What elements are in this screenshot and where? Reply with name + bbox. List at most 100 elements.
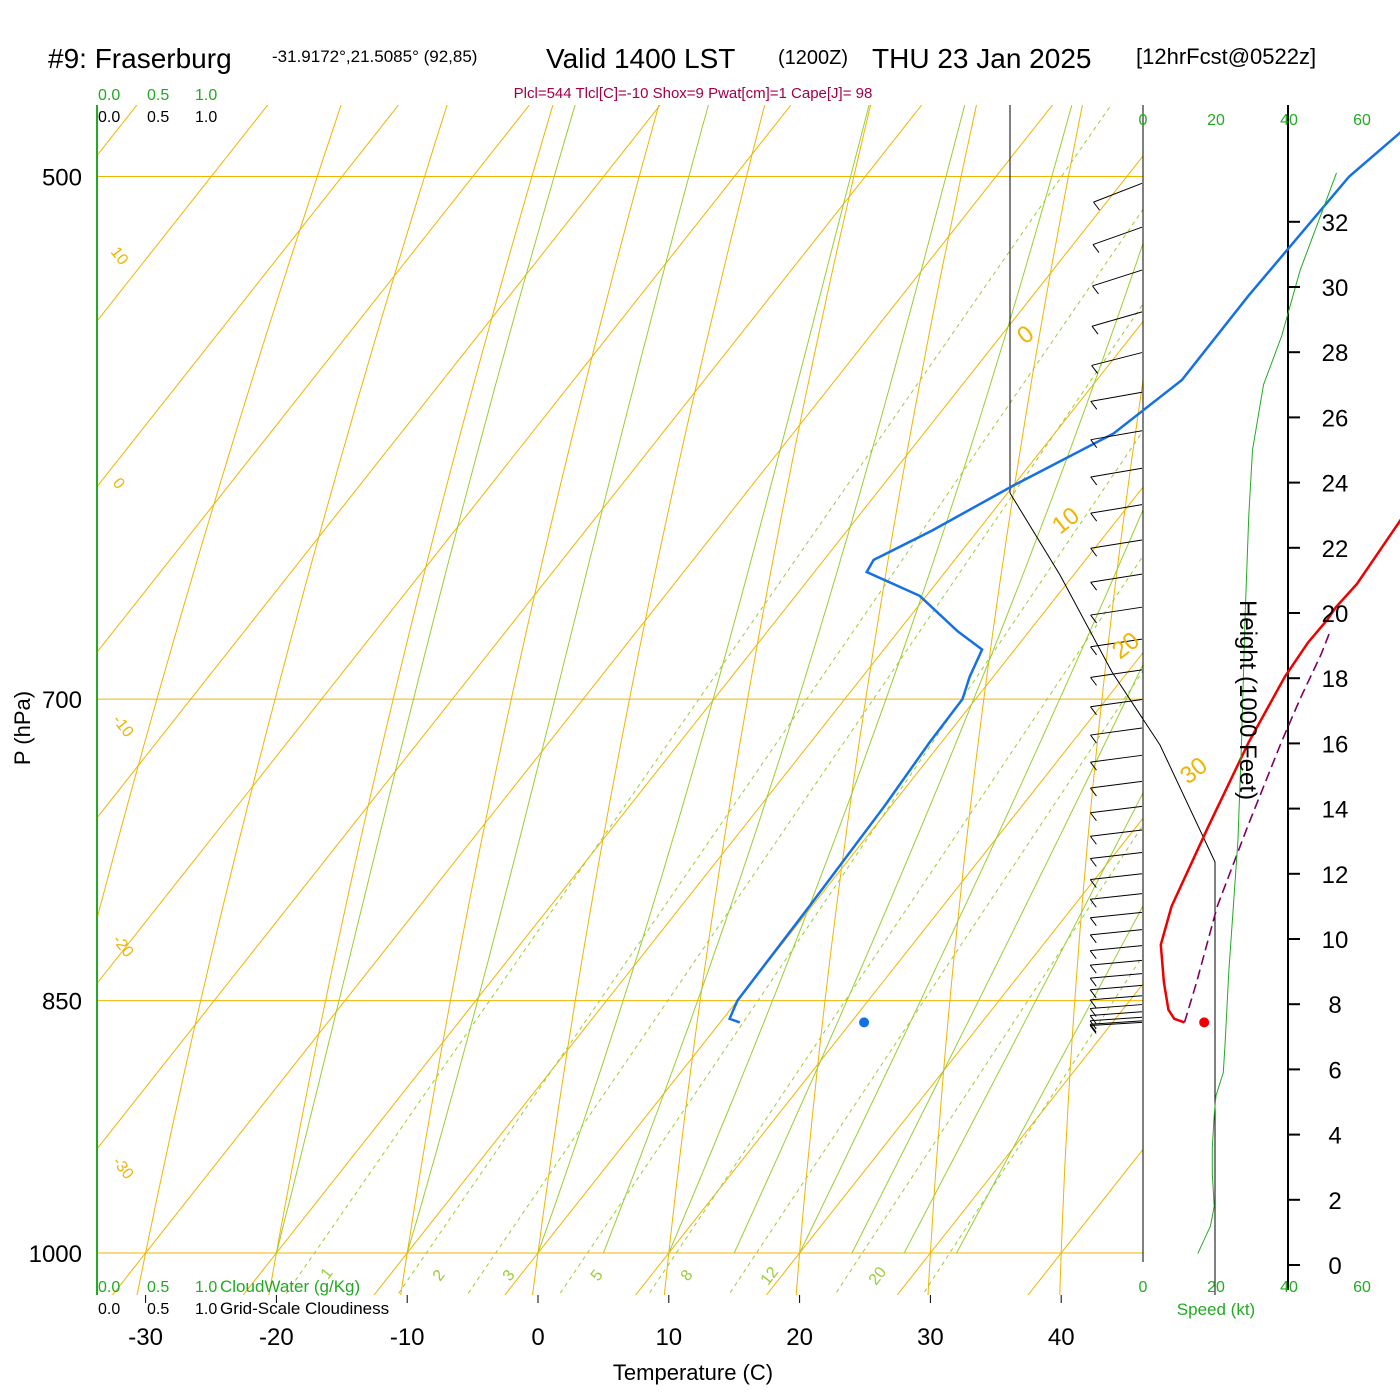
wind-barb-shaft bbox=[1091, 352, 1143, 366]
wind-barb-feather bbox=[1090, 614, 1097, 624]
height-axis-title: Height (1000 Feet) bbox=[1234, 600, 1261, 800]
speed-tick-label-top: 20 bbox=[1207, 112, 1225, 129]
mixing-ratio-label: 5 bbox=[588, 1267, 607, 1285]
speed-tick-label-top: 0 bbox=[1139, 112, 1148, 129]
wind-barb-feather bbox=[1089, 879, 1097, 888]
isotherm-label: -20 bbox=[109, 932, 137, 961]
height-tick-label: 12 bbox=[1322, 862, 1349, 889]
wind-barb-feather bbox=[1089, 1008, 1097, 1017]
wind-barb bbox=[1091, 311, 1143, 335]
wind-barb-shaft bbox=[1090, 973, 1143, 979]
wind-barb-feather bbox=[1089, 1015, 1097, 1024]
wind-barb-feather bbox=[1090, 677, 1097, 686]
wind-barb-shaft bbox=[1092, 269, 1143, 287]
wind-barb-shaft bbox=[1090, 573, 1143, 583]
wind-barb-shaft bbox=[1090, 1020, 1143, 1025]
wind-barb-feather bbox=[1089, 950, 1097, 959]
height-tick-label: 28 bbox=[1322, 340, 1349, 367]
wind-barb-shaft bbox=[1090, 1016, 1143, 1022]
axis-labels: 2503004005007008501000-30-20-10010203040… bbox=[29, 87, 1371, 1351]
isotherm-line bbox=[97, 105, 269, 322]
mixing-ratio-line bbox=[728, 669, 1143, 1295]
wind-barb-feather bbox=[1092, 244, 1100, 253]
moist-adiabat-line bbox=[733, 241, 1143, 1254]
moist-adiabat-line bbox=[602, 105, 966, 1254]
height-tick-label: 2 bbox=[1328, 1188, 1341, 1215]
temperature-tick-label: 0 bbox=[531, 1324, 544, 1351]
wind-barb bbox=[1089, 805, 1143, 822]
isotherm-line bbox=[0, 105, 6, 1295]
dry-adiabat-line bbox=[1059, 377, 1143, 1295]
wind-barb-shaft bbox=[1090, 669, 1143, 678]
dry-adiabat-line bbox=[1192, 0, 1400, 1344]
isotherm-label: 0 bbox=[109, 475, 128, 493]
height-tick-label: 14 bbox=[1322, 797, 1349, 824]
moist-adiabat-line bbox=[275, 105, 576, 1254]
wind-barb-shaft bbox=[1090, 995, 1143, 1001]
temperature-line bbox=[1159, 518, 1400, 1024]
height-tick-label: 24 bbox=[1322, 471, 1349, 498]
wind-barb-feather bbox=[1092, 285, 1099, 295]
wind-barb-shaft bbox=[1090, 1004, 1143, 1010]
wind-barb bbox=[1089, 984, 1143, 999]
valid-time: Valid 1400 LST bbox=[546, 43, 735, 74]
wind-barb-shaft bbox=[1090, 911, 1143, 919]
wind-barb-shaft bbox=[1090, 504, 1143, 514]
dry-adiabat-line bbox=[795, 105, 977, 1295]
isotherm-line bbox=[504, 486, 1143, 1295]
wind-barb-feather bbox=[1089, 1020, 1097, 1030]
wind-barb-feather bbox=[1090, 439, 1098, 448]
speed-tick-label-bottom: 0 bbox=[1139, 1279, 1148, 1296]
wind-barb bbox=[1090, 539, 1143, 557]
station-title: #9: Fraserburg bbox=[48, 43, 232, 74]
sounding-profiles bbox=[727, 131, 1400, 1254]
height-tick-label: 16 bbox=[1322, 731, 1349, 758]
wind-barb-feather bbox=[1089, 977, 1097, 987]
wind-barb-feather bbox=[1089, 999, 1097, 1009]
isotherm-line bbox=[1159, 105, 1400, 1295]
wind-barb-shaft bbox=[1091, 311, 1143, 327]
mixing-ratio-line bbox=[921, 954, 1143, 1295]
wind-barb bbox=[1090, 780, 1143, 797]
height-tick-label: 0 bbox=[1328, 1253, 1341, 1280]
wind-barb-feather bbox=[1089, 835, 1097, 845]
wind-barb-feather bbox=[1090, 787, 1097, 797]
wind-barb-shaft bbox=[1090, 829, 1143, 837]
height-profile-boundary bbox=[1009, 105, 1216, 1295]
wind-barb-shaft bbox=[1090, 929, 1143, 936]
pressure-tick-label: 500 bbox=[42, 165, 82, 192]
isotherm-label-right: 10 bbox=[1047, 502, 1085, 540]
wind-barb bbox=[1090, 754, 1143, 771]
moist-adiabat-line bbox=[537, 105, 870, 1254]
isotherm-line bbox=[635, 651, 1143, 1295]
mixing-ratio-label: 2 bbox=[430, 1267, 449, 1285]
temperature-tick-label: 40 bbox=[1048, 1324, 1075, 1351]
isotherm-label: -30 bbox=[109, 1154, 137, 1183]
isotherm-line bbox=[97, 105, 792, 985]
zulu-time: (1200Z) bbox=[778, 47, 848, 69]
wind-barb bbox=[1089, 873, 1143, 888]
wind-barb bbox=[1090, 391, 1143, 410]
temperature-tick-label: 30 bbox=[917, 1324, 944, 1351]
mixing-ratio-label: 12 bbox=[758, 1264, 782, 1289]
wind-barb-feather bbox=[1090, 761, 1097, 771]
cloudiness-title: Grid-Scale Cloudiness bbox=[220, 1299, 389, 1318]
wind-barb-shaft bbox=[1092, 226, 1143, 246]
height-tick-label: 32 bbox=[1322, 210, 1349, 237]
temperature-tick-label: -20 bbox=[259, 1324, 294, 1351]
wind-barb bbox=[1089, 893, 1143, 908]
isotherm-label: 10 bbox=[107, 244, 131, 269]
wind-barb-feather bbox=[1091, 325, 1099, 335]
wind-barb bbox=[1092, 269, 1143, 295]
wind-barb bbox=[1090, 699, 1143, 716]
wind-barb bbox=[1089, 1011, 1143, 1024]
temperature-tick-label: 20 bbox=[786, 1324, 813, 1351]
wind-barb-feather bbox=[1089, 1025, 1097, 1034]
wind-barb bbox=[1089, 929, 1143, 944]
wind-barb-shaft bbox=[1090, 606, 1143, 616]
x-axis-title: Temperature (C) bbox=[613, 1360, 773, 1385]
wind-barb bbox=[1089, 911, 1143, 927]
isotherm-line bbox=[373, 320, 1143, 1295]
wind-barb bbox=[1089, 1016, 1143, 1030]
